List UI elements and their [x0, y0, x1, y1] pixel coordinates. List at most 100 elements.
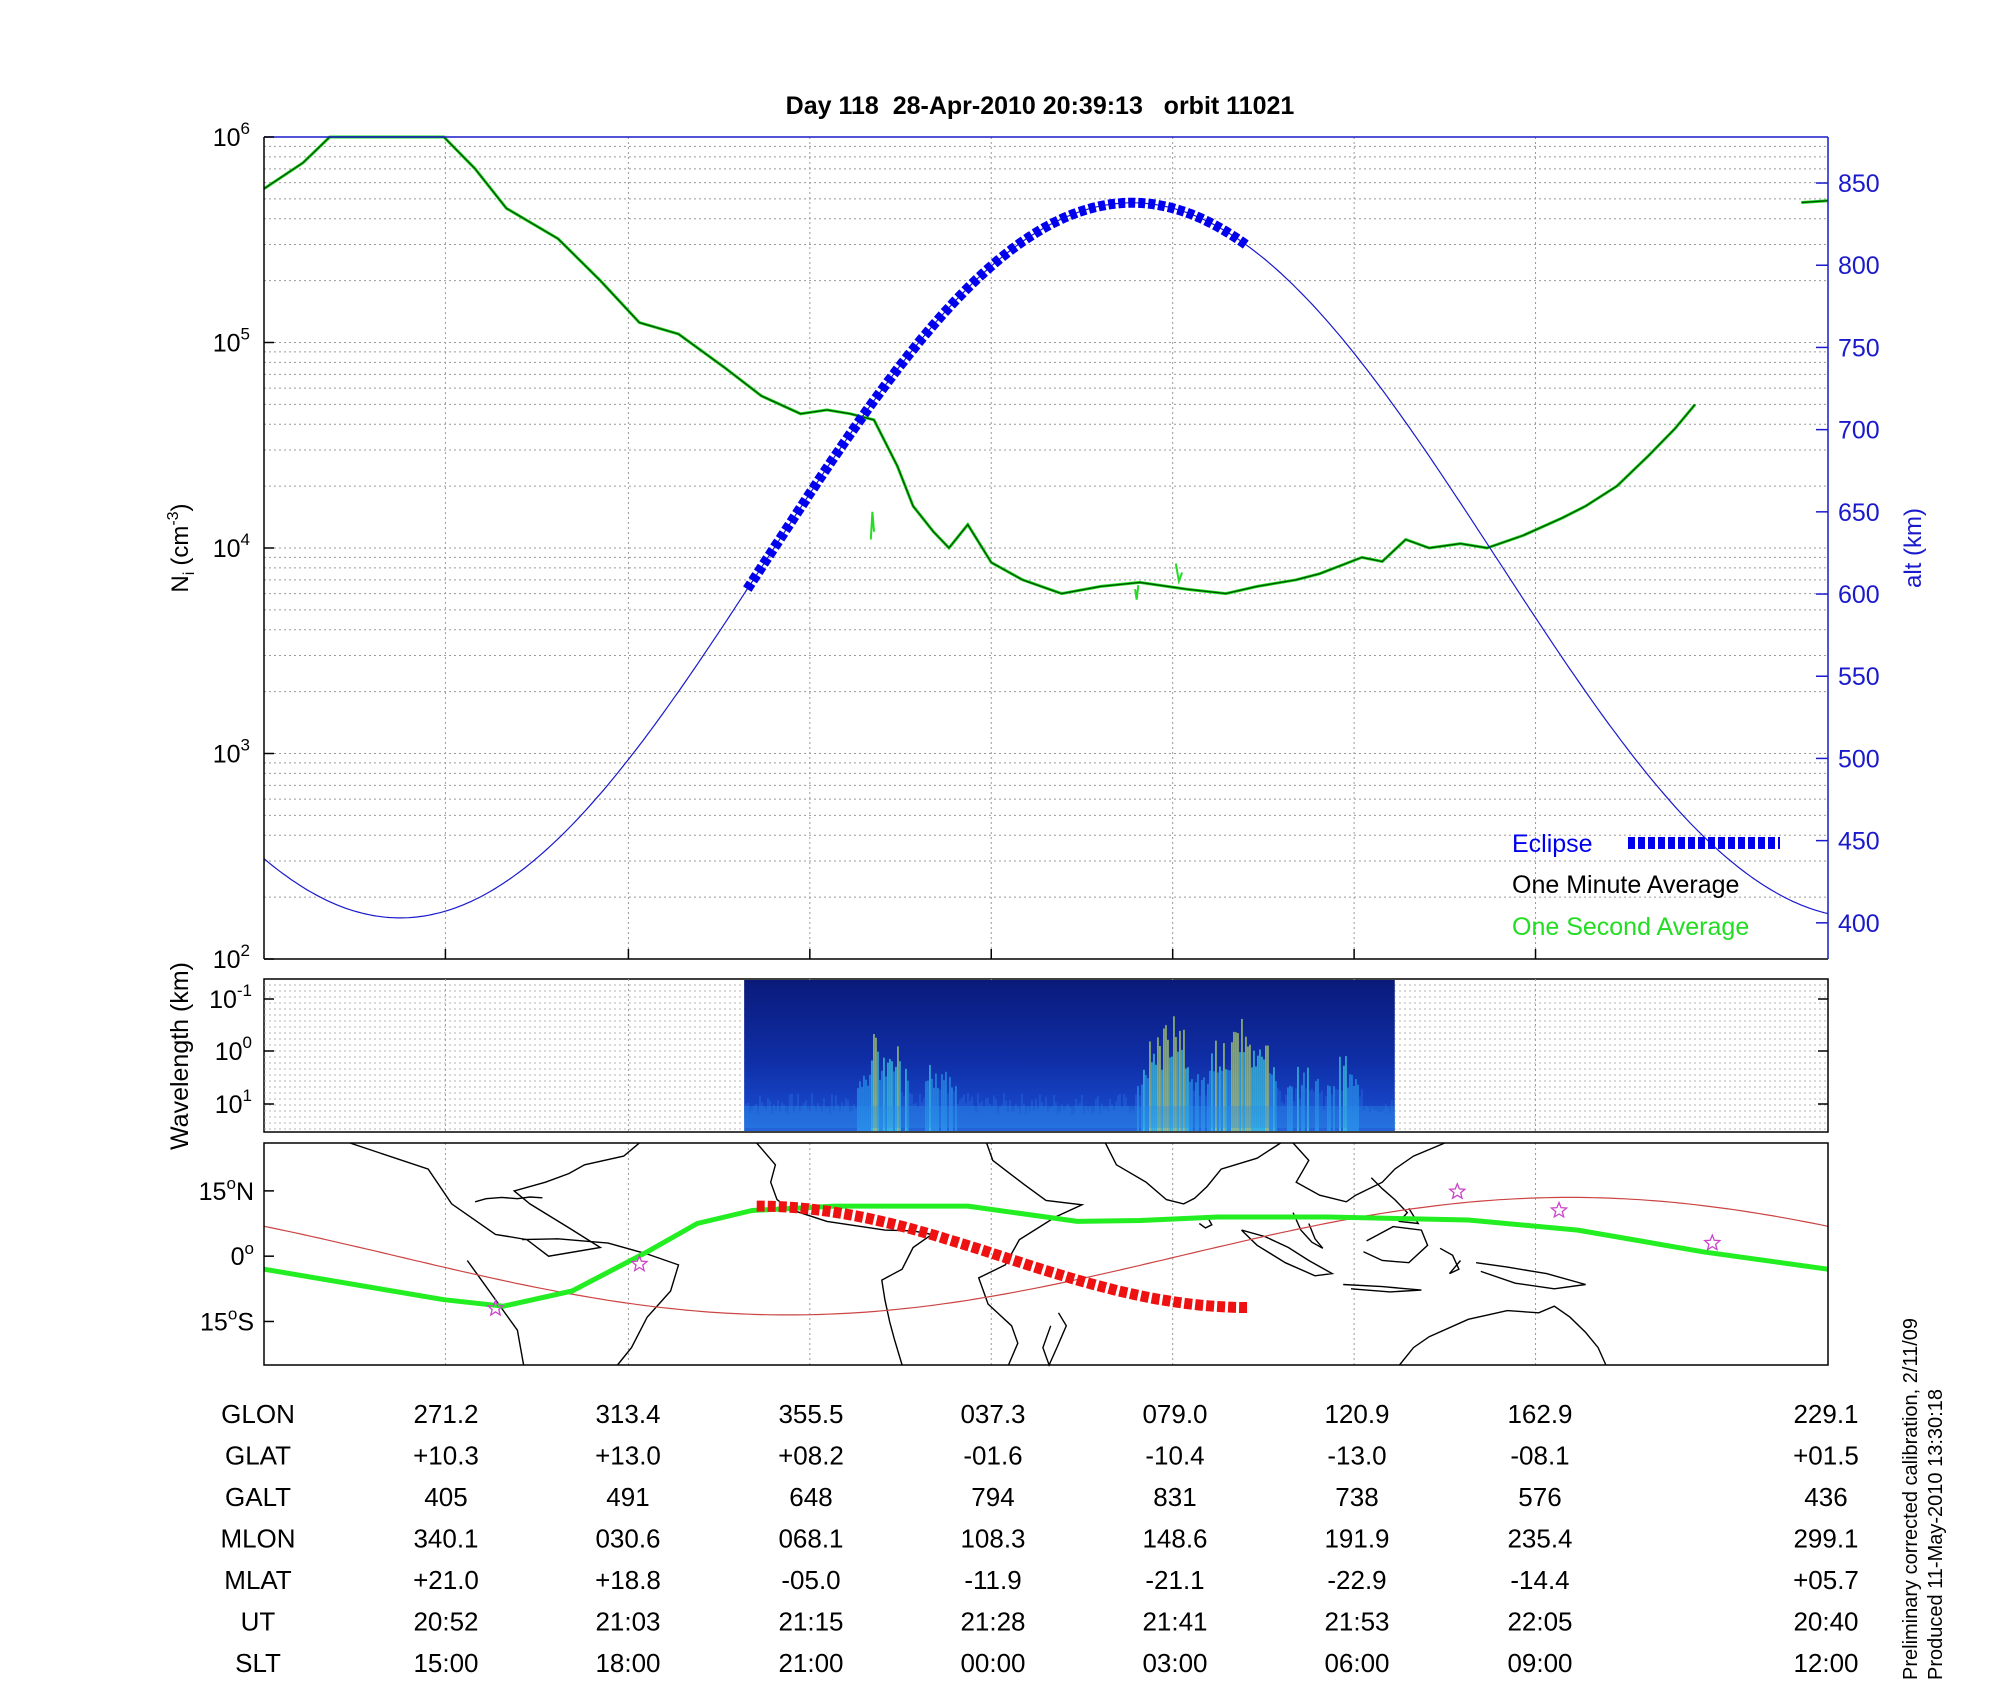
row-label-galt: GALT — [225, 1482, 291, 1512]
spec-streak — [785, 1111, 787, 1131]
equator-line — [263, 1196, 1829, 1316]
spec-streak — [773, 1104, 775, 1131]
eclipse-track-line — [756, 1200, 1250, 1313]
spec-streak — [775, 1110, 777, 1131]
spec-streak — [1067, 1103, 1069, 1131]
spec-streak — [1327, 1085, 1329, 1131]
table-cell: -11.9 — [964, 1565, 1021, 1595]
spec-streak — [935, 1073, 937, 1131]
coast-borneo — [1363, 1225, 1429, 1264]
spec-streak — [1379, 1112, 1381, 1131]
spec-streak — [1097, 1096, 1099, 1131]
spec-streak — [1081, 1095, 1083, 1131]
spec-streak — [1033, 1110, 1035, 1131]
spec-streak — [1039, 1094, 1041, 1131]
spec-streak — [799, 1111, 801, 1131]
spec-streak — [1209, 1070, 1211, 1131]
spec-streak — [1311, 1088, 1313, 1131]
spec-streak — [951, 1087, 953, 1131]
spec-streak — [825, 1107, 827, 1131]
spec-streak — [1123, 1093, 1125, 1131]
station-star — [1549, 1200, 1569, 1219]
orbit-table: GLON GLAT GALT MLON MLAT UT SLT 271.2 +10.3 405 34… — [220, 1399, 1858, 1678]
spec-streak — [827, 1107, 829, 1131]
table-cell: 079.0 — [1142, 1399, 1207, 1429]
spec-streak — [1301, 1085, 1303, 1131]
spec-streak — [1289, 1085, 1291, 1131]
spec-streak — [919, 1094, 921, 1131]
eclipse-line — [743, 197, 1251, 592]
orbit-track — [263, 1203, 1829, 1309]
row-label-glat: GLAT — [225, 1441, 291, 1471]
coast-sumatra — [1241, 1229, 1335, 1277]
spec-streak — [921, 1102, 923, 1131]
spec-streak — [963, 1094, 965, 1131]
spec-streak — [1125, 1097, 1127, 1131]
spec-streak — [859, 1081, 861, 1131]
spec-streak — [1369, 1112, 1371, 1131]
table-cell: 21:53 — [1324, 1607, 1389, 1637]
spec-streak — [1361, 1089, 1363, 1131]
spec-streak — [1229, 1070, 1231, 1131]
spec-streak — [1211, 1053, 1213, 1131]
right-tick-label: 400 — [1838, 910, 1880, 938]
left-tick-label: 103 — [213, 736, 250, 769]
spec-streak — [749, 1113, 751, 1131]
spec-streak — [761, 1102, 763, 1131]
spec-streak — [1263, 1059, 1265, 1131]
spec-streak — [937, 1088, 939, 1131]
eclipse-series — [743, 197, 1251, 592]
spec-streak — [855, 1108, 857, 1131]
table-cell: 21:28 — [960, 1607, 1025, 1637]
spec-streak — [897, 1046, 899, 1131]
altitude-right-ticks: 400 450 500 550 600 650 700 750 800 850 — [1816, 170, 1880, 938]
lat-value: 0 — [231, 1243, 245, 1271]
spec-streak — [1321, 1090, 1323, 1131]
spec-streak — [955, 1086, 957, 1131]
hemisphere: S — [237, 1308, 254, 1336]
spec-streak — [1383, 1109, 1385, 1131]
spec-streak — [1357, 1084, 1359, 1131]
table-cell: 21:03 — [595, 1607, 660, 1637]
legend-one-second-label: One Second Average — [1512, 913, 1749, 941]
spec-streak — [929, 1064, 931, 1131]
spec-streak — [1155, 1064, 1157, 1131]
spec-streak — [1103, 1109, 1105, 1131]
spec-streak — [747, 1102, 749, 1131]
spec-streak — [1141, 1084, 1143, 1131]
one-minute-line — [1801, 200, 1829, 204]
spec-streak — [1293, 1100, 1295, 1131]
table-cell: 648 — [789, 1482, 832, 1512]
spec-streak — [797, 1093, 799, 1131]
right-tick-label: 650 — [1838, 499, 1880, 527]
spec-streak — [877, 1051, 879, 1131]
spec-streak — [1001, 1104, 1003, 1131]
spec-streak — [889, 1058, 891, 1131]
tick-exponent: 0 — [243, 1033, 252, 1052]
coast-north-america — [349, 1142, 640, 1257]
spec-streak — [1365, 1105, 1367, 1131]
spec-streak — [991, 1105, 993, 1131]
table-cell: -13.0 — [1327, 1441, 1386, 1471]
spec-streak — [1245, 1036, 1247, 1131]
spec-streak — [1247, 1046, 1249, 1131]
right-tick-label: 750 — [1838, 334, 1880, 362]
spec-streak — [1329, 1086, 1331, 1131]
spec-streak — [769, 1100, 771, 1131]
spec-streak — [795, 1105, 797, 1131]
spec-streak — [1133, 1112, 1135, 1131]
table-cell: 18:00 — [595, 1648, 660, 1678]
spec-streak — [1157, 1037, 1159, 1131]
spec-streak — [927, 1080, 929, 1131]
one-second-spike — [1174, 563, 1184, 585]
spec-streak — [1391, 1099, 1393, 1131]
spec-streak — [1135, 1094, 1137, 1131]
spec-streak — [1027, 1106, 1029, 1131]
spec-streak — [875, 1037, 877, 1131]
spec-streak — [1331, 1094, 1333, 1131]
spec-streak — [1371, 1107, 1373, 1131]
spec-streak — [1239, 1052, 1241, 1131]
spec-streak — [1051, 1106, 1053, 1131]
coast-new-guinea — [1476, 1262, 1586, 1290]
